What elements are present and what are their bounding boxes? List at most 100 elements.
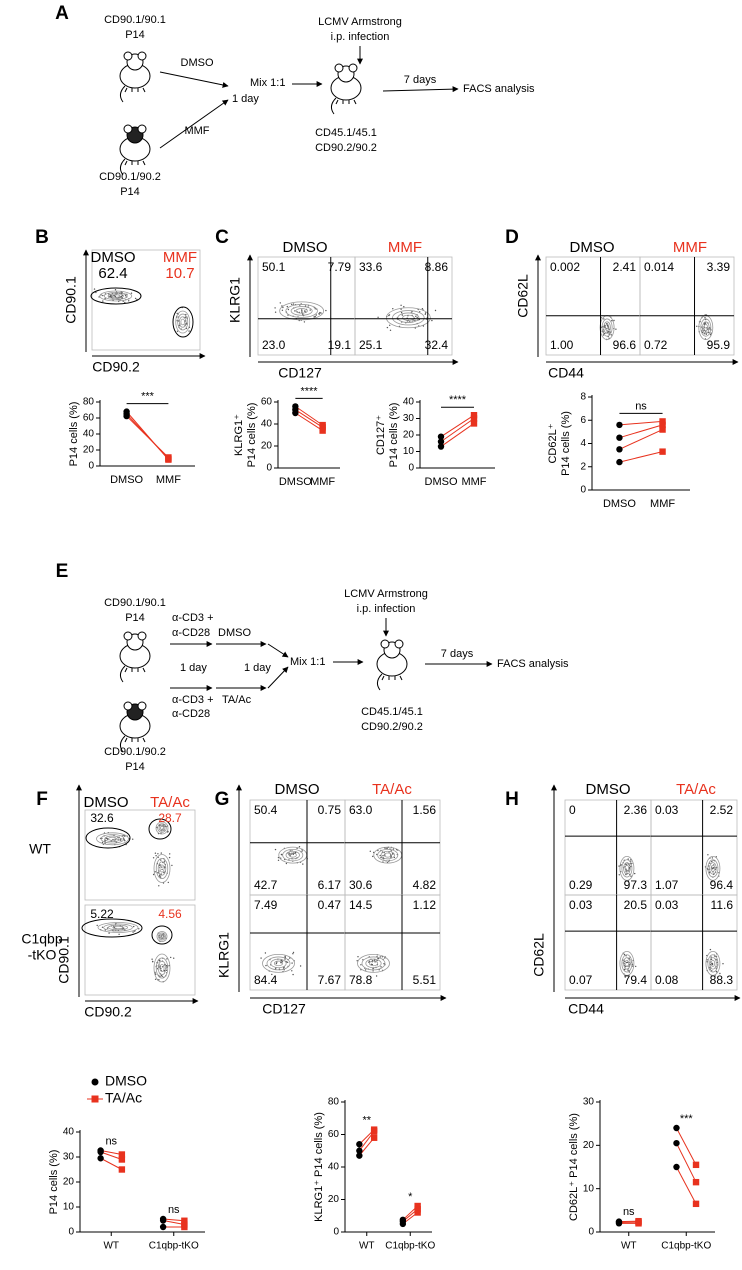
event-dot [280,962,282,964]
event-dot [320,312,322,314]
label: P14 cells (%) [560,411,572,476]
event-dot [274,311,277,313]
event-dot [706,959,708,961]
event-dot [173,957,175,959]
label: 10 [583,1183,595,1194]
contour [619,856,635,881]
label: DMSO [603,498,636,510]
event-dot [108,932,110,934]
label: 0.47 [318,898,342,912]
event-dot [414,319,416,322]
label: CD90.2 [92,359,140,375]
label: 30.6 [349,878,373,892]
pair-line [295,412,323,432]
event-dot [120,295,123,298]
event-dot [132,838,134,840]
event-dot [623,953,626,956]
label: MMF [388,239,422,256]
mouse-tail [119,735,126,753]
label: 0 [333,1227,339,1238]
label: 1.00 [550,338,574,352]
event-dot [296,847,298,849]
label: 2.36 [624,803,648,817]
event-dot [170,956,172,959]
event-dot [281,309,284,311]
label: 0.03 [655,898,679,912]
label: CD90.2 [84,1004,132,1020]
label: 20 [261,441,273,452]
event-dot [302,863,304,865]
mouse-tail [119,158,126,176]
event-dot [160,967,162,970]
event-dot [357,956,359,958]
contour [380,850,395,860]
label: C [215,227,229,248]
event-dot [163,860,166,862]
label: 0 [266,463,272,474]
label: 50.4 [254,803,278,817]
label: 79.4 [624,973,648,987]
label: F [36,789,48,810]
label: 60 [261,397,273,408]
event-dot [274,848,277,851]
event-dot [106,927,109,929]
data-dot [616,458,623,466]
event-dot [710,956,712,958]
arrow [159,71,229,88]
event-dot [379,854,381,857]
label: 25.1 [359,338,383,352]
contour [157,960,167,976]
label: 1 day [232,93,259,105]
label: 60 [83,413,95,424]
pair-line [440,418,475,443]
label: P14 [125,761,145,773]
event-dot [171,864,173,867]
data-square [319,421,326,429]
event-dot [711,962,714,965]
plot-frame [84,904,196,996]
event-dot [632,965,634,967]
label: 30 [403,413,415,424]
contour [621,954,633,973]
label: -tKO [28,947,57,963]
label: 14.5 [349,898,373,912]
event-dot [114,289,117,291]
label: 0.002 [550,260,580,274]
event-dot [325,309,327,312]
contour [402,314,415,321]
event-dot [416,316,418,319]
event-dot [309,309,311,311]
label: 0.07 [569,973,593,987]
mouse-icon [119,631,151,683]
label: D [505,227,519,248]
event-dot [124,840,126,842]
legend-marker [91,1095,99,1103]
data-square [470,415,478,422]
mouse-feet [381,675,403,681]
event-dot [292,951,295,954]
event-dot [264,952,267,954]
data-square [118,1156,126,1163]
data-square [370,1134,378,1141]
contour [703,324,709,332]
label: 50.1 [262,260,286,274]
label: H [505,789,519,810]
event-dot [286,961,289,963]
event-dot [315,314,317,316]
contour [112,925,124,930]
label: 96.4 [710,878,734,892]
label: MMF [673,239,707,256]
data-square [635,1217,642,1225]
event-dot [104,842,106,844]
event-dot [104,840,106,842]
event-dot [155,855,157,857]
label: DMSO [218,627,251,639]
contour [705,951,721,976]
label: CD90.1 [56,936,72,984]
mouse-icon [119,124,151,176]
label: 7.67 [318,973,342,987]
event-dot [284,955,286,957]
label: 96.6 [613,338,637,352]
event-dot [379,956,381,958]
contour [103,923,133,932]
